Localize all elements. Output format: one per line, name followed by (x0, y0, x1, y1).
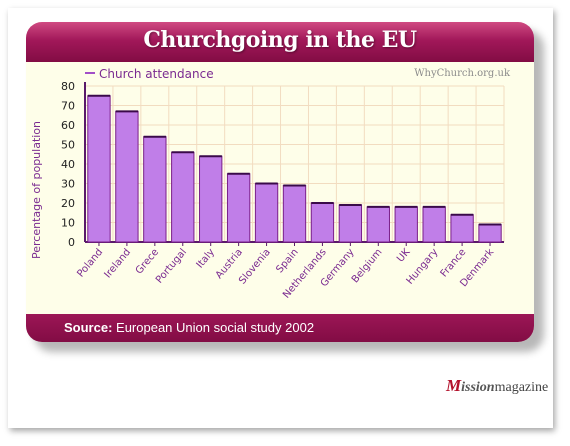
x-tick-label: UK (395, 247, 413, 265)
y-axis-title: Percentage of population (30, 121, 43, 259)
chart-card: Churchgoing in the EU 0 10 20 30 40 50 60 70 80 … (26, 22, 534, 342)
bar-slovenia (254, 183, 279, 243)
chart-title: Churchgoing in the EU (143, 27, 417, 53)
legend-label: Church attendance (99, 67, 214, 81)
x-tick-label: Poland (75, 247, 105, 280)
bars (87, 94, 502, 243)
brand-suffix: magazine (494, 380, 549, 395)
bar-germany (338, 204, 363, 243)
brand-mid: ission (461, 380, 495, 395)
x-tick-label: Ireland (103, 247, 134, 281)
x-tick-label: Spain (274, 247, 300, 275)
watermark: WhyChurch.org.uk (414, 68, 511, 79)
y-tick-label: 80 (61, 80, 75, 93)
bar-austria (226, 173, 251, 243)
y-tick-label: 70 (61, 100, 75, 113)
bar-grece (143, 136, 167, 243)
brand-logo: Missionmagazine (446, 376, 548, 396)
bar-poland (87, 95, 111, 243)
bar-netherlands (310, 202, 335, 243)
y-tick-label: 30 (61, 178, 75, 191)
bar-italy (199, 155, 223, 243)
y-tick-labels: 0 10 20 30 40 50 60 70 80 (61, 80, 75, 249)
source-line: Source: European Union social study 2002 (64, 320, 314, 335)
y-tick-label: 40 (61, 158, 75, 171)
bar-belgium (366, 206, 390, 243)
source-bar: Source: European Union social study 2002 (26, 314, 534, 342)
bar-spain (282, 184, 307, 243)
y-tick-label: 20 (61, 197, 75, 210)
bar-france (450, 214, 474, 243)
y-tick-label: 60 (61, 119, 75, 132)
x-tick-label: Grece (134, 247, 161, 277)
bar-hungary (422, 206, 446, 243)
y-tick-label: 0 (68, 236, 75, 249)
source-value: European Union social study 2002 (116, 320, 315, 335)
bar-ireland (115, 110, 139, 243)
bar-uk (394, 206, 418, 243)
x-tick-label: Italy (195, 247, 217, 271)
title-bar: Churchgoing in the EU (26, 22, 534, 62)
source-label: Source: (64, 320, 113, 335)
y-tick-label: 10 (61, 217, 75, 230)
y-tick-label: 50 (61, 139, 75, 152)
bar-denmark (478, 223, 502, 243)
brand-prefix: M (446, 376, 462, 395)
bar-portugal (171, 151, 195, 243)
legend: Church attendance (85, 67, 214, 81)
